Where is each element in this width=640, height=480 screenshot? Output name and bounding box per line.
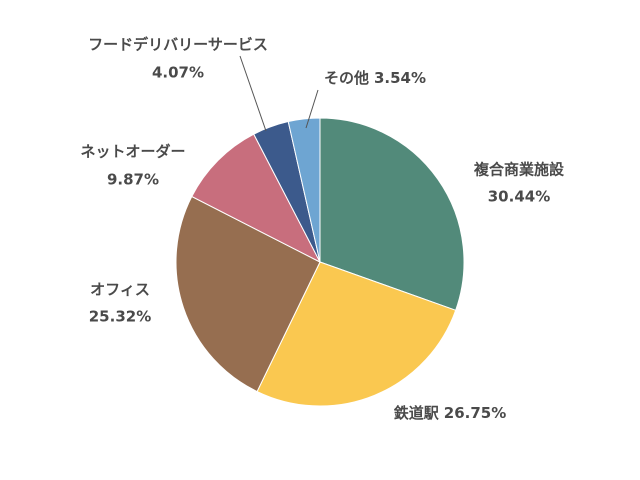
slice-label: 鉄道駅 26.75% xyxy=(394,404,507,422)
value-label: 4.07% xyxy=(152,64,204,82)
category-label: ネットオーダー xyxy=(80,143,185,161)
category-label: フードデリバリーサービス xyxy=(88,36,268,54)
pie-slice xyxy=(175,195,321,393)
category-label: 複合商業施設 xyxy=(473,161,565,179)
category-label: その他 xyxy=(324,69,369,87)
value-label: 25.32% xyxy=(89,308,151,326)
pie-slice xyxy=(287,117,321,263)
pie-slice xyxy=(256,261,457,407)
value-label: 26.75% xyxy=(444,404,506,422)
value-label: 3.54% xyxy=(374,69,426,87)
value-label: 30.44% xyxy=(488,188,550,206)
pie-slice xyxy=(191,133,322,264)
category-label: オフィス xyxy=(90,281,150,299)
pie-slice xyxy=(319,117,465,311)
leader-line xyxy=(305,89,319,129)
value-label: 9.87% xyxy=(107,171,159,189)
category-label: 鉄道駅 xyxy=(394,404,440,422)
slice-label: その他 3.54% xyxy=(324,69,426,87)
leader-line xyxy=(239,55,267,132)
